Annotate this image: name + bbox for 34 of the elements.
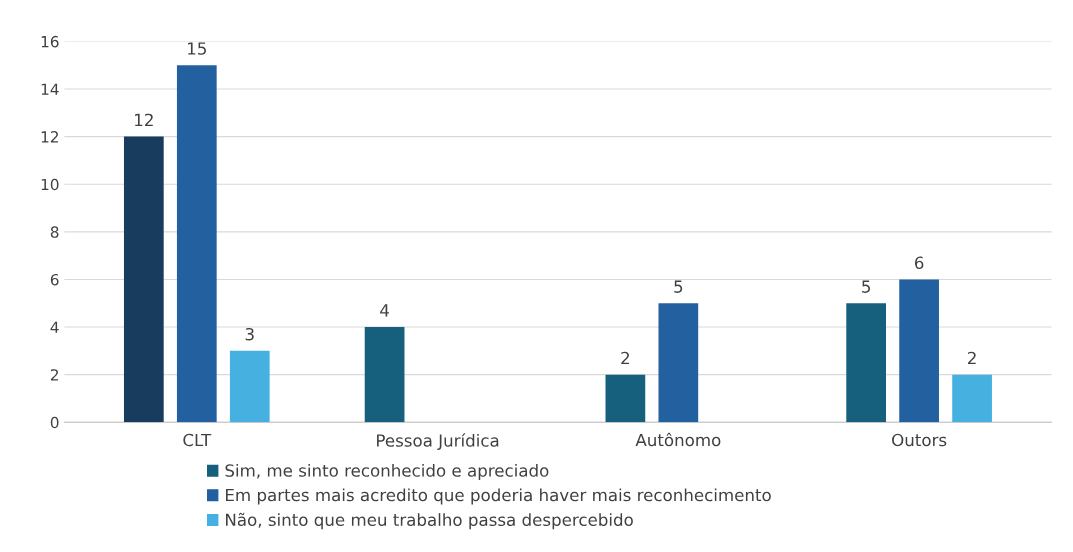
legend-label: Em partes mais acredito que poderia haver mais reconhecimento [226, 488, 771, 505]
data-label: 15 [188, 42, 206, 55]
x-tick-label: Pessoa Jurídica [377, 433, 499, 450]
bar [176, 65, 217, 423]
data-label: 5 [674, 280, 683, 293]
bar [952, 374, 992, 423]
legend-label: Sim, me sinto reconhecido e apreciado [225, 463, 549, 481]
bar [605, 374, 646, 423]
bar [846, 303, 887, 423]
y-tick-label: 8 [50, 226, 59, 238]
data-label: 2 [621, 351, 630, 365]
bar [123, 136, 164, 423]
y-tick-label: 6 [50, 273, 59, 286]
x-tick-label: Outors [892, 433, 947, 447]
data-label: 4 [380, 304, 389, 317]
bar [899, 279, 939, 423]
data-label: 5 [862, 280, 870, 293]
data-label: 6 [914, 256, 924, 270]
data-label: 2 [968, 351, 976, 365]
y-tick-label: 4 [50, 321, 59, 333]
y-tick-label: 2 [50, 369, 58, 381]
bar [658, 303, 699, 423]
data-label: 3 [245, 327, 254, 341]
legend-label: Não, sinto que meu trabalho passa despercebido [226, 512, 633, 530]
y-tick-label: 10 [41, 178, 59, 191]
y-tick-label: 12 [41, 131, 58, 143]
x-tick-label: CLT [183, 433, 212, 447]
data-label: 12 [135, 113, 153, 127]
x-tick-label: Autônomo [635, 432, 721, 447]
y-tick-label: 14 [41, 83, 59, 95]
y-tick-label: 16 [41, 35, 59, 48]
bar [229, 350, 270, 423]
bar [364, 327, 405, 423]
y-tick-label: 0 [50, 416, 59, 429]
